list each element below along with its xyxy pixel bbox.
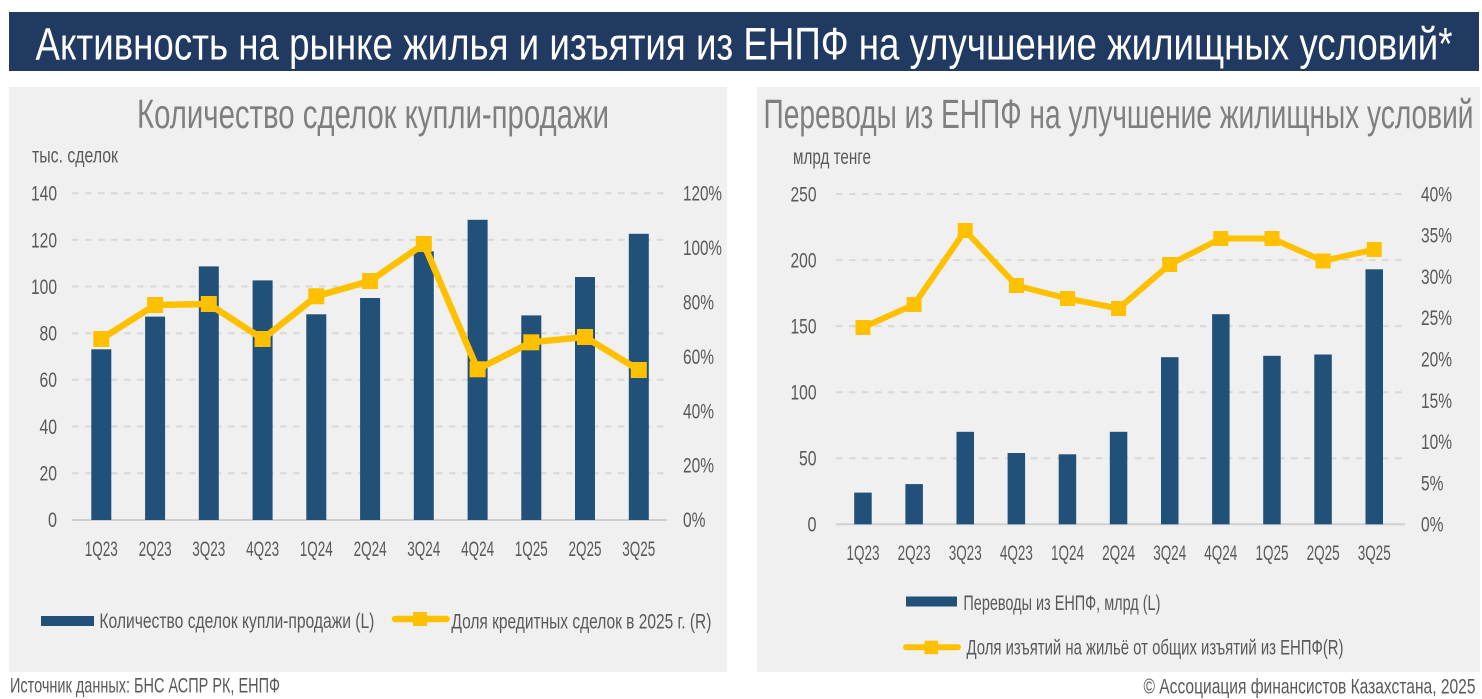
svg-text:4Q24: 4Q24	[1204, 542, 1237, 565]
svg-text:0%: 0%	[683, 509, 706, 532]
svg-text:Источник данных: БНС АСПР РК,: Источник данных: БНС АСПР РК, ЕНПФ	[10, 675, 280, 698]
svg-text:0: 0	[48, 509, 57, 532]
svg-text:2Q25: 2Q25	[569, 538, 602, 561]
svg-text:20%: 20%	[683, 455, 714, 478]
svg-text:тыс. сделок: тыс. сделок	[32, 145, 119, 168]
svg-text:80%: 80%	[683, 292, 714, 315]
svg-text:50: 50	[799, 448, 817, 471]
svg-text:5%: 5%	[1421, 472, 1444, 495]
svg-text:60%: 60%	[683, 346, 714, 369]
svg-text:Активность на рынке жилья и из: Активность на рынке жилья и изъятия из Е…	[36, 19, 1453, 70]
svg-text:Доля кредитных сделок в 2025 г: Доля кредитных сделок в 2025 г. (R)	[451, 611, 711, 634]
svg-text:100: 100	[31, 276, 57, 299]
svg-text:Переводы из ЕНПФ, млрд (L): Переводы из ЕНПФ, млрд (L)	[963, 592, 1160, 615]
svg-text:4Q23: 4Q23	[1000, 542, 1033, 565]
svg-text:Доля изъятий на жильё от общих: Доля изъятий на жильё от общих изъятий и…	[967, 637, 1344, 660]
svg-text:3Q24: 3Q24	[1153, 542, 1186, 565]
svg-text:© Ассоциация финансистов Казах: © Ассоциация финансистов Казахстана, 202…	[1144, 675, 1476, 699]
svg-text:2Q25: 2Q25	[1307, 542, 1340, 565]
svg-text:4Q24: 4Q24	[461, 538, 494, 561]
svg-text:2Q24: 2Q24	[1102, 542, 1135, 565]
svg-text:100%: 100%	[683, 237, 722, 260]
svg-text:1Q24: 1Q24	[1051, 542, 1084, 565]
svg-text:40%: 40%	[683, 400, 714, 423]
svg-text:3Q24: 3Q24	[407, 538, 440, 561]
svg-text:млрд тенге: млрд тенге	[793, 146, 871, 169]
svg-text:0%: 0%	[1421, 514, 1444, 537]
svg-text:3Q23: 3Q23	[949, 542, 982, 565]
svg-text:120%: 120%	[683, 183, 722, 206]
svg-text:40%: 40%	[1421, 183, 1452, 206]
svg-text:Количество сделок купли-продаж: Количество сделок купли-продажи (L)	[99, 610, 374, 633]
svg-text:80: 80	[40, 323, 58, 346]
svg-text:10%: 10%	[1421, 431, 1452, 454]
svg-text:2Q23: 2Q23	[139, 538, 172, 561]
svg-text:30%: 30%	[1421, 266, 1452, 289]
svg-text:60: 60	[40, 369, 58, 392]
svg-text:1Q24: 1Q24	[300, 538, 333, 561]
svg-text:4Q23: 4Q23	[246, 538, 279, 561]
svg-text:25%: 25%	[1421, 307, 1452, 330]
svg-text:20%: 20%	[1421, 349, 1452, 372]
svg-text:3Q23: 3Q23	[192, 538, 225, 561]
svg-text:1Q23: 1Q23	[85, 538, 118, 561]
svg-text:1Q25: 1Q25	[1256, 542, 1289, 565]
svg-text:Количество сделок купли-продаж: Количество сделок купли-продажи	[137, 91, 609, 137]
svg-text:1Q23: 1Q23	[847, 542, 880, 565]
svg-text:Переводы из ЕНПФ на улучшение: Переводы из ЕНПФ на улучшение жилищных у…	[764, 91, 1474, 137]
svg-text:100: 100	[791, 382, 817, 405]
svg-text:35%: 35%	[1421, 225, 1452, 248]
svg-text:200: 200	[791, 250, 817, 273]
svg-text:2Q24: 2Q24	[354, 538, 387, 561]
svg-text:3Q25: 3Q25	[622, 538, 655, 561]
svg-text:140: 140	[31, 183, 57, 206]
svg-text:20: 20	[40, 463, 58, 486]
svg-text:120: 120	[31, 229, 57, 252]
svg-text:3Q25: 3Q25	[1358, 542, 1391, 565]
svg-text:150: 150	[791, 316, 817, 339]
svg-text:1Q25: 1Q25	[515, 538, 548, 561]
svg-text:15%: 15%	[1421, 390, 1452, 413]
svg-text:2Q23: 2Q23	[898, 542, 931, 565]
svg-text:250: 250	[791, 183, 817, 206]
svg-text:40: 40	[40, 416, 58, 439]
svg-text:0: 0	[808, 514, 817, 537]
